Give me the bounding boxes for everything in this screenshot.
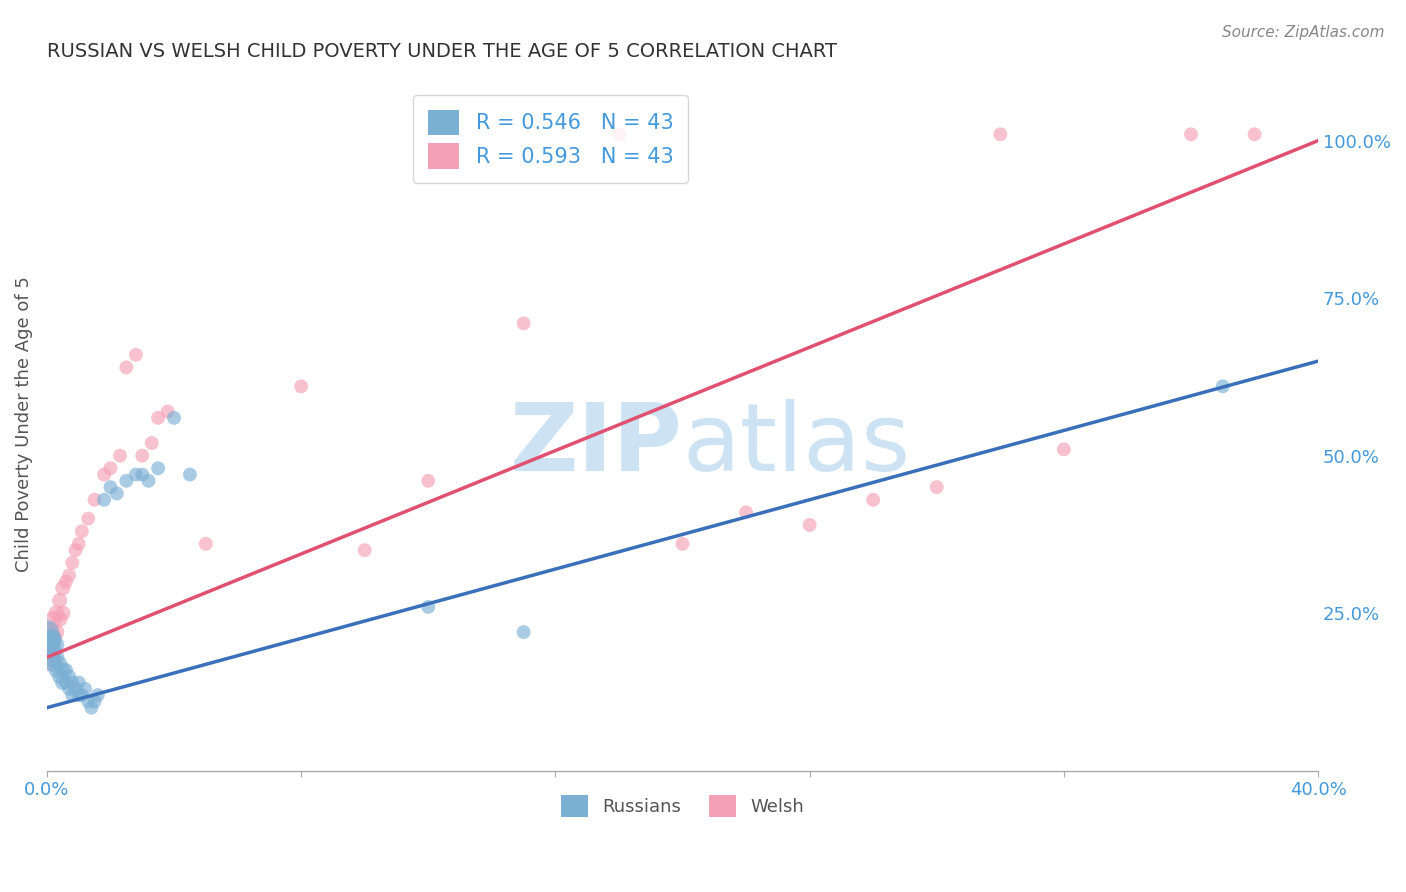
Point (290, 379, 312, 393)
Point (67, 688, 90, 702)
Point (45, 650, 67, 665)
Point (48, 657, 70, 671)
Point (42, 632, 65, 646)
Point (58, 681, 80, 696)
Point (39, 625, 62, 640)
Point (55, 663, 77, 677)
Text: Source: ZipAtlas.com: Source: ZipAtlas.com (1222, 25, 1385, 40)
Point (108, 449, 131, 463)
Point (87, 688, 110, 702)
Point (100, 480, 122, 494)
Point (42, 657, 65, 671)
Point (65, 681, 87, 696)
Point (52, 675, 75, 690)
Point (115, 474, 138, 488)
Point (418, 474, 440, 488)
Point (67, 675, 90, 690)
Text: ZIP: ZIP (509, 399, 682, 491)
Point (35, 650, 58, 665)
Point (862, 492, 884, 507)
Point (1180, 128, 1202, 142)
Point (73, 681, 96, 696)
Point (55, 675, 77, 690)
Point (60, 556, 83, 570)
Point (52, 663, 75, 677)
Point (65, 543, 87, 558)
Point (735, 505, 758, 519)
Point (45, 606, 67, 620)
Point (39, 632, 62, 646)
Point (80, 700, 103, 714)
Point (77, 694, 100, 708)
Point (42, 612, 65, 626)
Point (141, 436, 163, 450)
Point (35, 625, 58, 640)
Point (48, 612, 70, 626)
Point (67, 537, 90, 551)
Point (52, 606, 75, 620)
Point (42, 632, 65, 646)
Point (39, 650, 62, 665)
Legend: Russians, Welsh: Russians, Welsh (554, 788, 811, 824)
Point (146, 410, 169, 425)
Point (512, 316, 534, 330)
Point (60, 675, 83, 690)
Point (58, 568, 80, 582)
Point (925, 480, 948, 494)
Point (194, 537, 217, 551)
Point (45, 663, 67, 677)
Point (1212, 379, 1234, 393)
Point (125, 348, 148, 362)
Point (125, 467, 148, 482)
Point (70, 524, 93, 539)
Point (60, 688, 83, 702)
Point (418, 599, 440, 614)
Point (35, 638, 58, 652)
Point (42, 644, 65, 658)
Point (179, 467, 201, 482)
Point (1053, 442, 1076, 457)
Point (48, 593, 70, 607)
Point (163, 410, 186, 425)
Point (131, 467, 153, 482)
Point (138, 474, 160, 488)
Point (671, 537, 693, 551)
Point (45, 625, 67, 640)
Point (512, 625, 534, 640)
Text: RUSSIAN VS WELSH CHILD POVERTY UNDER THE AGE OF 5 CORRELATION CHART: RUSSIAN VS WELSH CHILD POVERTY UNDER THE… (46, 42, 837, 61)
Point (105, 486, 128, 500)
Point (131, 449, 153, 463)
Point (799, 518, 821, 533)
Point (52, 581, 75, 595)
Point (146, 461, 169, 475)
Point (58, 669, 80, 683)
Point (93, 492, 115, 507)
Point (607, 128, 630, 142)
Point (45, 638, 67, 652)
Point (55, 574, 77, 589)
Point (115, 360, 138, 375)
Point (353, 543, 375, 558)
Point (39, 638, 62, 652)
Point (48, 669, 70, 683)
Point (156, 404, 179, 418)
Text: atlas: atlas (682, 399, 911, 491)
Point (39, 638, 62, 652)
Point (1243, 128, 1265, 142)
Point (100, 461, 122, 475)
Point (83, 694, 105, 708)
Point (83, 492, 105, 507)
Point (70, 688, 93, 702)
Point (988, 128, 1011, 142)
Point (93, 467, 115, 482)
Y-axis label: Child Poverty Under the Age of 5: Child Poverty Under the Age of 5 (15, 277, 32, 572)
Point (77, 511, 100, 525)
